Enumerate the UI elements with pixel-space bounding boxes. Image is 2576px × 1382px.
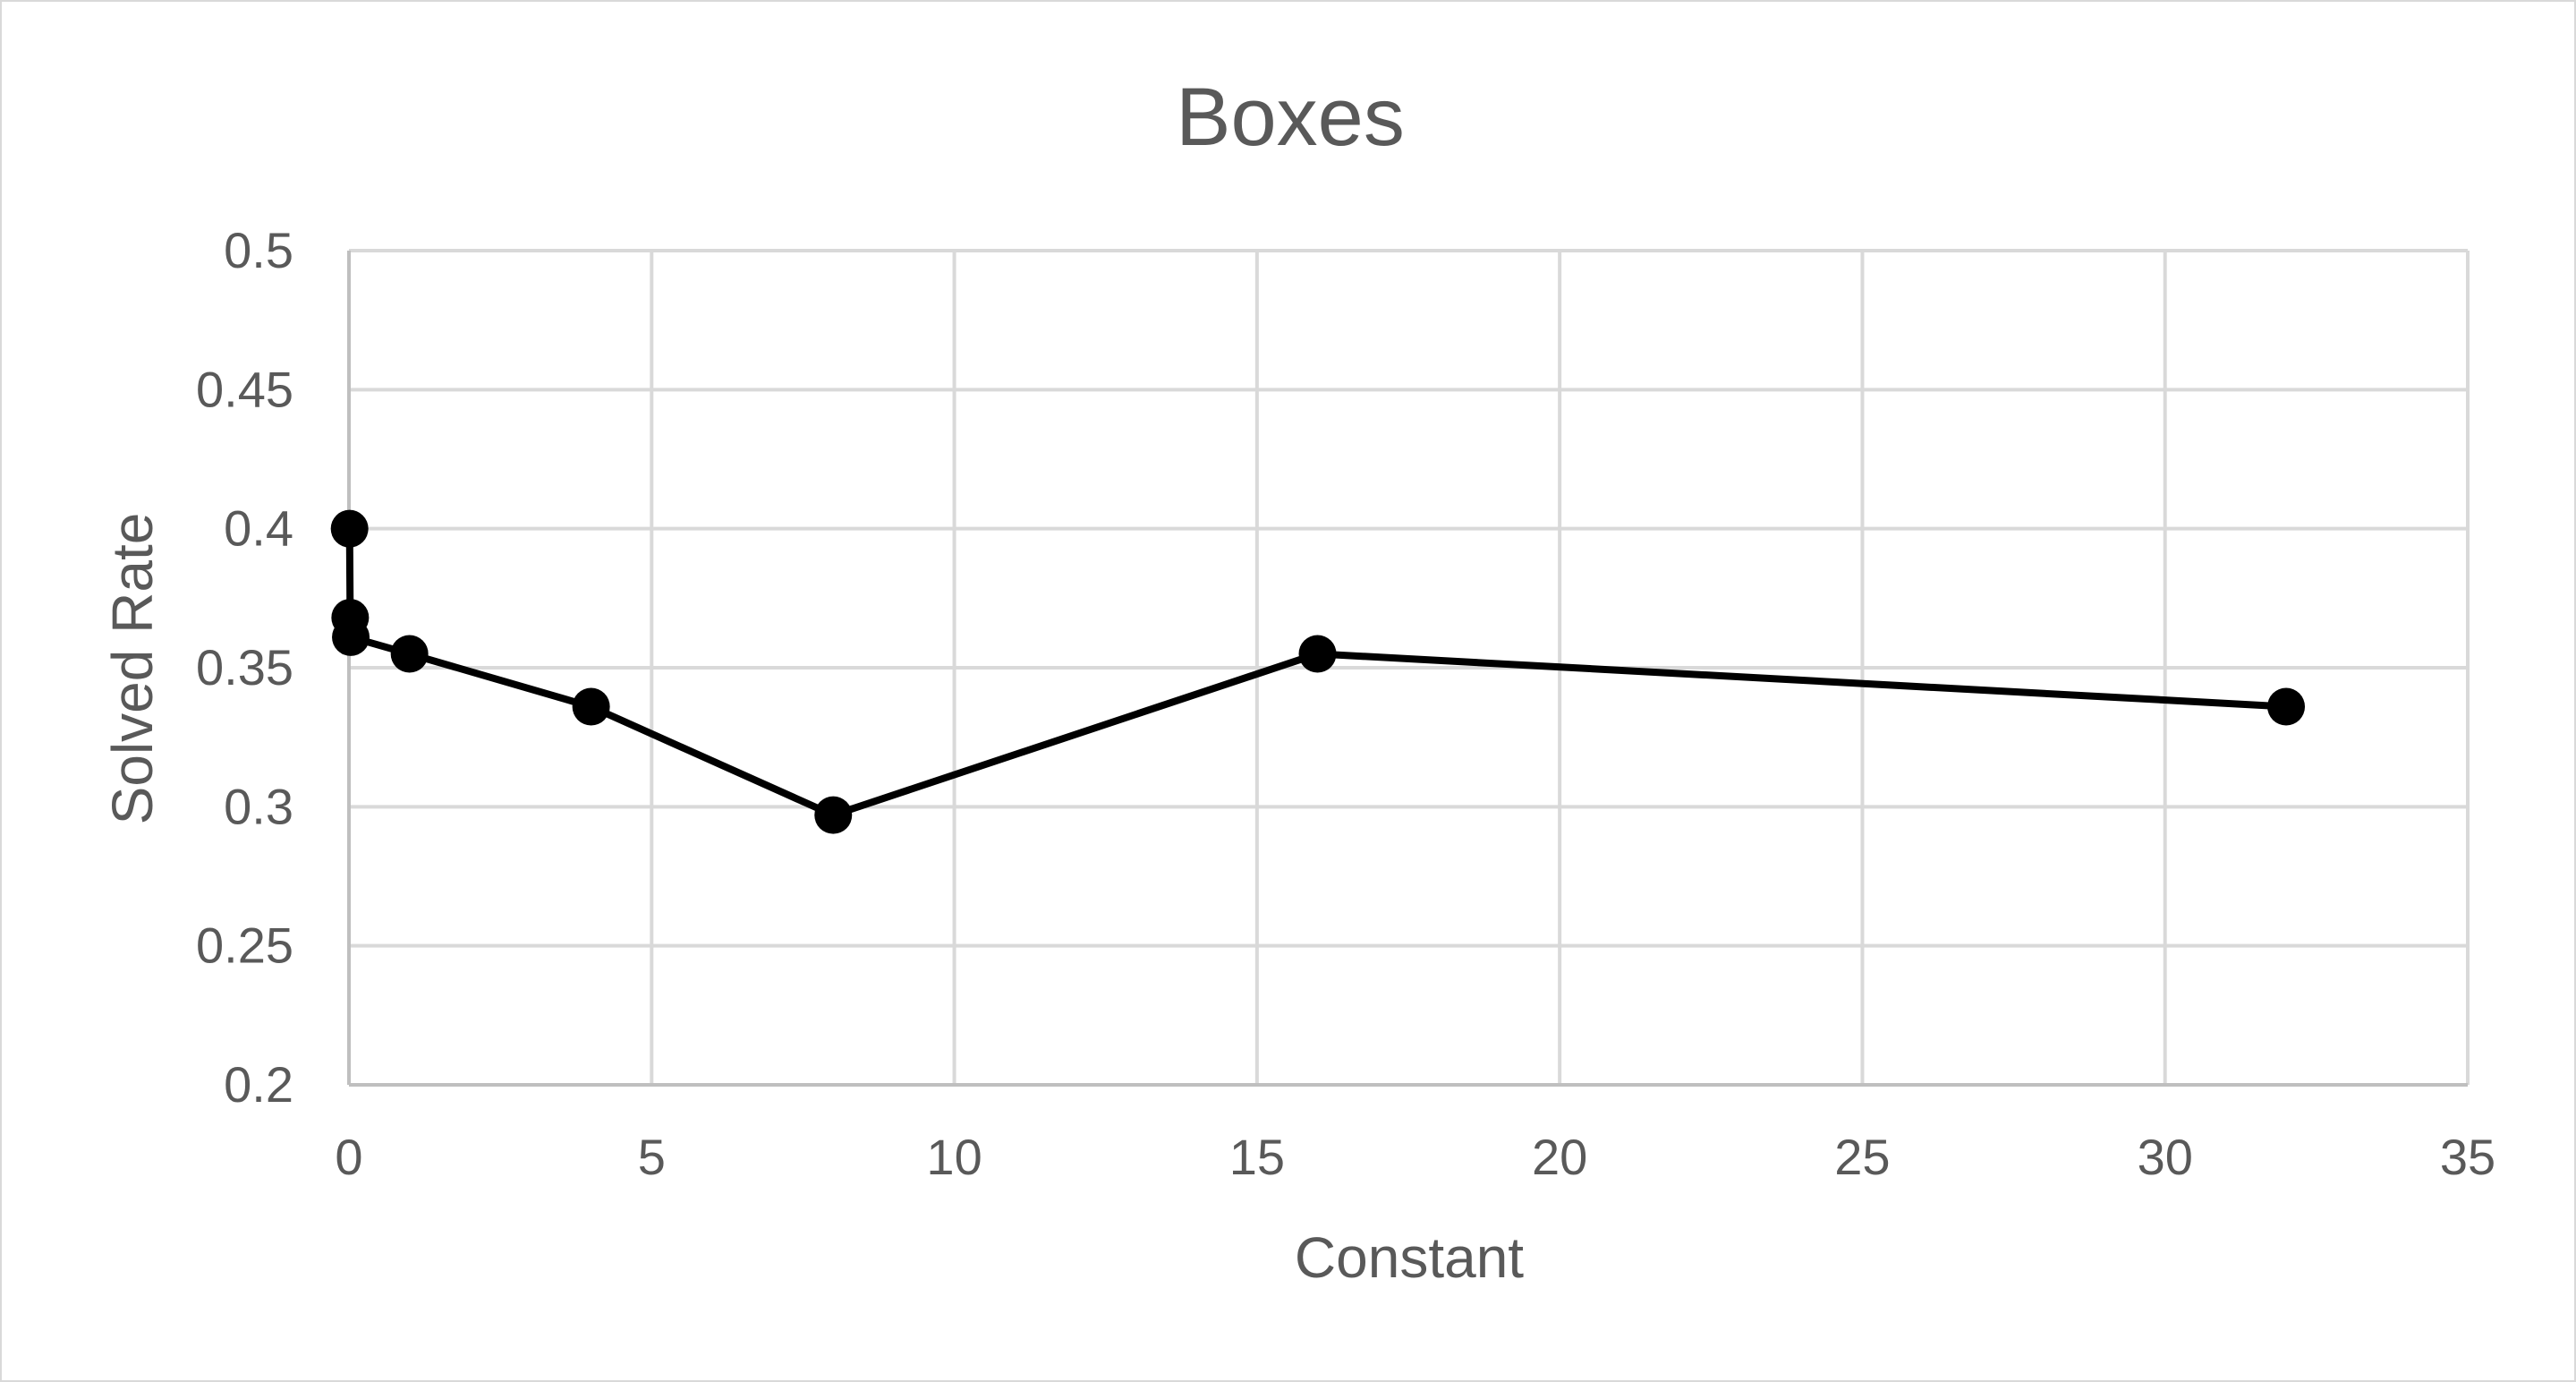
y-tick-label: 0.3 (224, 778, 293, 834)
data-point (332, 618, 370, 656)
x-axis-label: Constant (1295, 1225, 1524, 1290)
data-point (1298, 635, 1337, 673)
x-tick-label: 25 (1834, 1129, 1890, 1185)
grid-layer (349, 249, 2470, 1085)
chart-title: Boxes (1176, 72, 1405, 163)
x-tick-label: 35 (2440, 1129, 2495, 1185)
y-tick-label: 0.5 (224, 222, 293, 278)
y-tick-label: 0.35 (196, 639, 293, 695)
y-tick-label: 0.45 (196, 361, 293, 417)
x-tick-label: 10 (926, 1129, 982, 1185)
data-point (330, 509, 369, 548)
x-tick-label: 30 (2138, 1129, 2193, 1185)
x-tick-label: 20 (1532, 1129, 1587, 1185)
x-tick-label: 0 (335, 1129, 362, 1185)
x-tick-label: 5 (638, 1129, 666, 1185)
data-point (572, 687, 610, 726)
y-tick-label: 0.2 (224, 1056, 293, 1113)
tick-layer: 0 5 10 15 20 25 30 35 0.2 0.25 0.3 0.35 0.4 0.45 0.5 (196, 222, 2495, 1185)
x-tick-label: 15 (1229, 1129, 1285, 1185)
axis-layer (347, 251, 2468, 1087)
y-tick-label: 0.4 (224, 500, 293, 557)
data-point (814, 796, 853, 834)
data-point (2267, 687, 2306, 726)
y-axis-label: Solved Rate (100, 513, 165, 825)
y-tick-label: 0.25 (196, 917, 293, 974)
series-layer (330, 509, 2306, 834)
data-point (390, 635, 429, 673)
